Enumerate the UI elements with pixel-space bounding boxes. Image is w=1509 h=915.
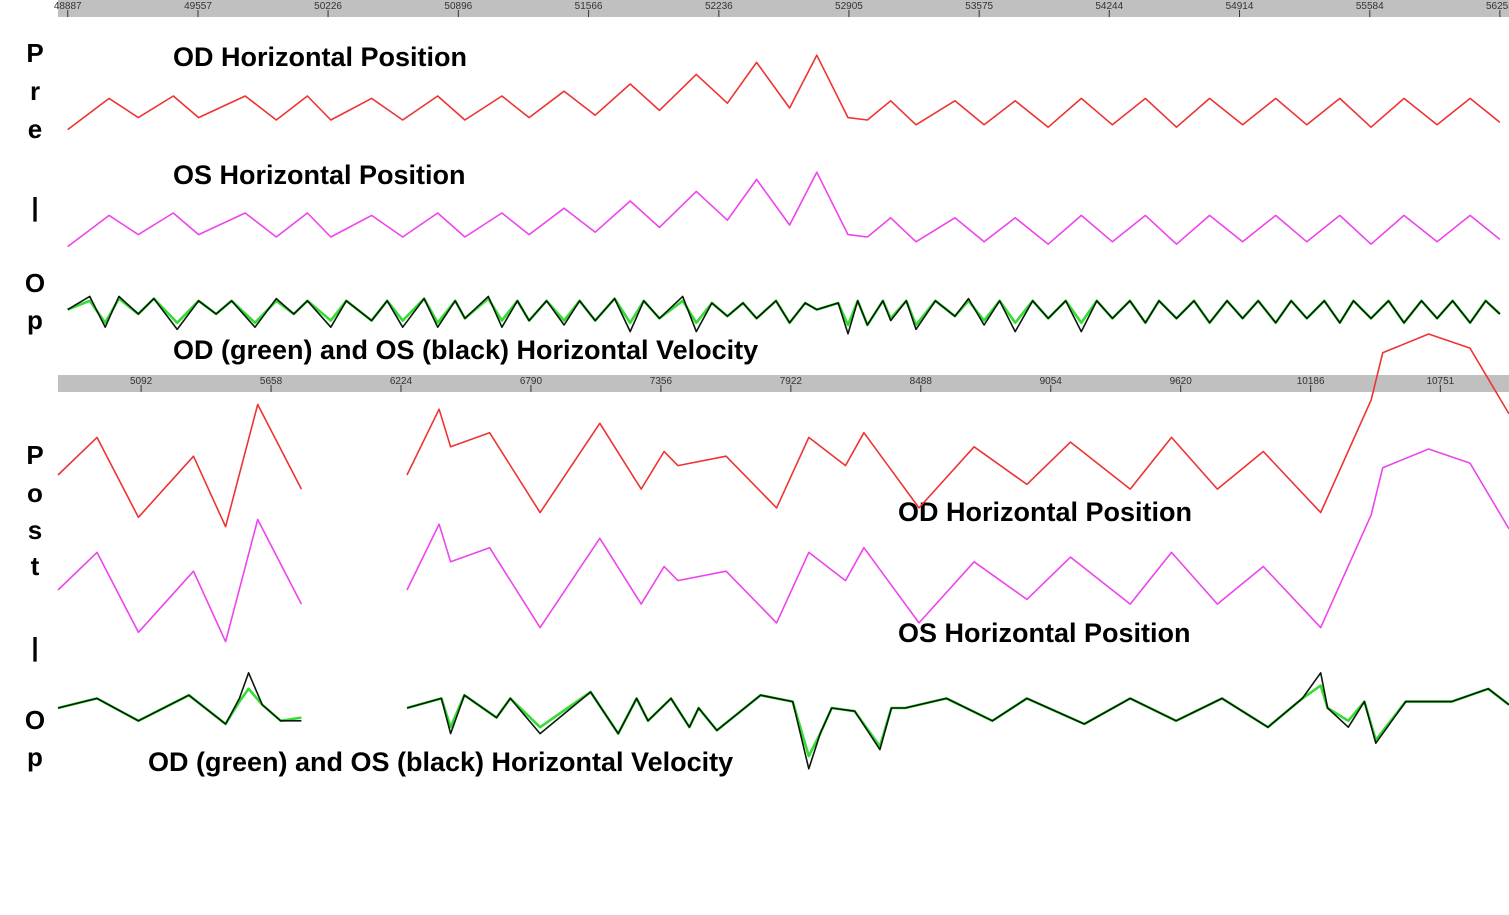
pre-ruler-tick-label: 50226 — [314, 1, 342, 12]
post-ruler-tick-label: 9054 — [1040, 376, 1063, 387]
pre-ruler-tick-label: 48887 — [54, 1, 82, 12]
post-ruler-tick-label: 7922 — [780, 376, 803, 387]
post-ruler-tick-label: 9620 — [1170, 376, 1193, 387]
pre-ruler-tick-label: 52236 — [705, 1, 733, 12]
pre-ruler-tick-label: 54914 — [1226, 1, 1254, 12]
post-velocity-title: OD (green) and OS (black) Horizontal Vel… — [148, 747, 734, 777]
post-op-letter: P — [26, 440, 44, 470]
pre-op-letter: p — [27, 305, 43, 335]
post-op-letter: s — [27, 515, 43, 545]
post-ruler-tick-label: 10186 — [1297, 376, 1325, 387]
pre-ruler-tick-label: 50896 — [444, 1, 472, 12]
post-os-position-title: OS Horizontal Position — [898, 618, 1191, 648]
pre-op-letter: e — [27, 114, 43, 144]
post-op-letter: o — [27, 478, 43, 508]
post-op-letter: t — [30, 551, 40, 581]
pre-ruler-tick-label: 55584 — [1356, 1, 1384, 12]
pre-op-letter: P — [26, 38, 44, 68]
pre-od-position-trace — [67, 54, 1501, 131]
post-ruler-tick-label: 7356 — [650, 376, 673, 387]
pre-od-position-title: OD Horizontal Position — [173, 42, 467, 72]
pre-op-letter: r — [29, 76, 41, 106]
post-os-velocity-trace — [57, 671, 302, 725]
post-ruler-tick-label: 8488 — [910, 376, 933, 387]
pre-os-velocity-trace — [67, 295, 1501, 335]
pre-op-letter: | — [31, 192, 39, 222]
pre-os-position-trace — [67, 171, 1501, 248]
post-od-position-trace — [406, 333, 1509, 514]
post-os-position-trace — [406, 448, 1509, 629]
post-op-letter: O — [24, 705, 46, 735]
post-ruler-tick-label: 5092 — [130, 376, 153, 387]
post-od-position-trace — [57, 403, 303, 528]
pre-ruler-tick-label: 54244 — [1095, 1, 1123, 12]
pre-od-velocity-trace — [67, 297, 1501, 327]
pre-os-position-title: OS Horizontal Position — [173, 160, 466, 190]
post-ruler-tick-label: 5658 — [260, 376, 283, 387]
post-op-letter: | — [31, 632, 39, 662]
pre-ruler-tick-label: 52905 — [835, 1, 863, 12]
post-ruler-tick-label: 6224 — [390, 376, 413, 387]
pre-ruler-tick-label: 53575 — [965, 1, 993, 12]
pre-ruler-tick-label: 56253 — [1486, 1, 1509, 12]
pre-op-letter: O — [24, 268, 46, 298]
post-od-position-title: OD Horizontal Position — [898, 497, 1192, 527]
post-ruler-tick-label: 6790 — [520, 376, 543, 387]
pre-time-ruler — [58, 0, 1509, 17]
pre-ruler-tick-label: 51566 — [575, 1, 603, 12]
post-od-velocity-trace — [406, 684, 1509, 758]
post-time-ruler — [58, 375, 1509, 392]
post-os-position-trace — [57, 518, 303, 643]
post-os-velocity-trace — [406, 671, 1509, 770]
pre-velocity-title: OD (green) and OS (black) Horizontal Vel… — [173, 335, 759, 365]
pre-ruler-tick-label: 49557 — [184, 1, 212, 12]
post-op-letter: p — [27, 742, 43, 772]
post-ruler-tick-label: 10751 — [1426, 376, 1454, 387]
